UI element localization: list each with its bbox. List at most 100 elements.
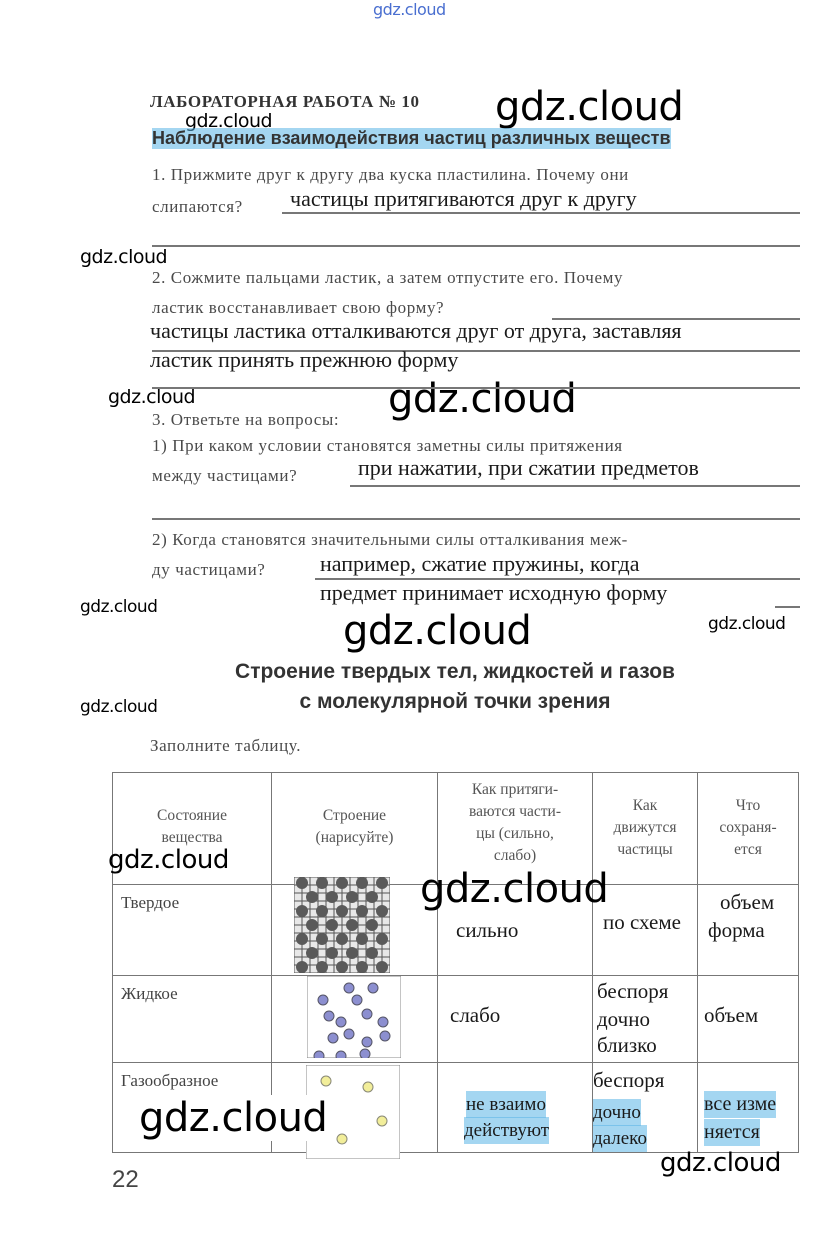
- preserved-cell: все изме няется: [697, 1062, 799, 1153]
- motion-answer: близко: [597, 1033, 657, 1057]
- solid-particle: [296, 905, 308, 917]
- liquid-particle: [323, 1010, 335, 1022]
- attraction-cell: слабо: [437, 975, 593, 1063]
- watermark: gdz.cloud: [80, 597, 158, 617]
- motion-cell: беспоря дочно близко: [592, 975, 698, 1063]
- watermark: gdz.cloud: [373, 0, 446, 19]
- watermark: gdz.cloud: [108, 845, 229, 875]
- lab-title: ЛАБОРАТОРНАЯ РАБОТА № 10: [150, 92, 420, 111]
- liquid-particle: [335, 1016, 347, 1028]
- answer-2: ластик принять прежнюю форму: [150, 347, 459, 372]
- solid-particle: [316, 933, 328, 945]
- solid-particle: [306, 947, 318, 959]
- liquid-particle: [343, 1028, 355, 1040]
- liquid-particle: [367, 982, 379, 994]
- solid-particle: [336, 961, 348, 973]
- question-2-text: ластик восстанавливает свою форму?: [152, 298, 445, 317]
- solid-particle: [316, 877, 328, 889]
- watermark: gdz.cloud: [420, 866, 609, 912]
- watermark: gdz.cloud: [80, 246, 168, 268]
- answer-3-1: при нажатии, при сжатии предметов: [358, 455, 699, 480]
- attraction-answer: действуют: [464, 1117, 550, 1144]
- answer-line: [152, 518, 800, 520]
- header-text: Что: [735, 797, 761, 814]
- motion-cell: по схеме: [592, 884, 698, 976]
- header-cell: Что сохраня-ется: [697, 772, 799, 885]
- motion-answer: дочно: [597, 1007, 650, 1031]
- header-text: ется: [734, 841, 762, 858]
- question-3-1-text: 1) При каком условии становятся заметны …: [152, 436, 623, 455]
- solid-particle: [306, 919, 318, 931]
- solid-particle: [306, 891, 318, 903]
- answer-line: [152, 350, 800, 352]
- header-cell: Строение (нарисуйте): [271, 772, 438, 885]
- solid-particle: [296, 961, 308, 973]
- solid-particle: [376, 877, 388, 889]
- motion-answer: далеко: [593, 1125, 647, 1152]
- liquid-particle: [377, 1016, 389, 1028]
- liquid-particle: [327, 1032, 339, 1044]
- section-title: с молекулярной точки зрения: [299, 690, 611, 713]
- attraction-answer: сильно: [456, 918, 519, 942]
- preserved-cell: объем форма: [697, 884, 799, 976]
- answer-2: частицы ластика отталкиваются друг от др…: [150, 318, 682, 343]
- solid-particle: [356, 961, 368, 973]
- preserved-cell: объем: [697, 975, 799, 1063]
- solid-particle: [346, 891, 358, 903]
- watermark: gdz.cloud: [133, 1095, 334, 1141]
- motion-answer: дочно: [593, 1099, 641, 1126]
- question-3-1-text: между частицами?: [152, 466, 298, 485]
- question-3-2-text: 2) Когда становятся значительными силы о…: [152, 530, 628, 549]
- header-text: движутся: [613, 819, 677, 836]
- liquid-particle: [343, 982, 355, 994]
- drawing-cell: [271, 877, 438, 976]
- answer-line: [152, 245, 800, 247]
- preserved-answer: форма: [708, 918, 765, 942]
- liquid-particle: [317, 994, 329, 1006]
- motion-cell: беспоря дочно далеко: [592, 1062, 698, 1153]
- answer-3-2: предмет принимает исходную форму: [320, 580, 668, 605]
- liquid-particle: [313, 1050, 325, 1058]
- header-text: Как: [632, 797, 658, 814]
- watermark: gdz.cloud: [80, 697, 158, 717]
- table-instruction: Заполните таблицу.: [150, 736, 302, 755]
- solid-particle: [376, 933, 388, 945]
- header-cell: Как движутся частицы: [592, 772, 698, 885]
- liquid-particle: [379, 1030, 391, 1042]
- gas-particle: [336, 1133, 348, 1145]
- header-text: частицы: [617, 841, 673, 858]
- question-2-text: 2. Сожмите пальцами ластик, а затем отпу…: [152, 268, 624, 287]
- solid-particle: [366, 919, 378, 931]
- header-text: Строение: [322, 807, 387, 824]
- solid-particle: [326, 891, 338, 903]
- preserved-answer: все изме: [704, 1091, 777, 1118]
- solid-particle: [366, 891, 378, 903]
- solid-particle: [356, 877, 368, 889]
- attraction-cell: не взаимо действуют: [437, 1062, 593, 1153]
- solid-particle: [376, 961, 388, 973]
- drawing-cell: [271, 975, 438, 1063]
- liquid-particle: [361, 1036, 373, 1048]
- header-text: вещества: [161, 829, 223, 846]
- answer-line: [775, 606, 800, 608]
- solid-particle: [316, 905, 328, 917]
- gas-particle: [376, 1115, 388, 1127]
- answer-line: [350, 485, 800, 487]
- header-text: ваются части-: [468, 803, 561, 820]
- liquid-particle: [351, 994, 363, 1006]
- preserved-answer: объем: [704, 1003, 759, 1027]
- liquid-particle: [359, 1048, 371, 1058]
- preserved-answer: объем: [720, 890, 775, 914]
- preserved-answer: няется: [704, 1119, 760, 1146]
- table-row: Жидкое слабо беспоря дочно близко объем: [112, 975, 799, 1063]
- answer-1: частицы притягиваются друг к другу: [290, 186, 637, 211]
- header-cell: Как притяги-ваются части-цы (сильно, слаб…: [437, 772, 593, 885]
- answer-line: [552, 318, 800, 320]
- section-title: Строение твердых тел, жидкостей и газов: [235, 660, 675, 683]
- lab-subtitle: Наблюдение взаимодействия частиц различн…: [152, 128, 671, 149]
- motion-answer: беспоря: [597, 979, 669, 1003]
- solid-particle: [376, 905, 388, 917]
- motion-answer: беспоря: [593, 1068, 665, 1092]
- solid-particle: [326, 947, 338, 959]
- table-row: Твердое сильно по схеме объем форма: [112, 877, 799, 976]
